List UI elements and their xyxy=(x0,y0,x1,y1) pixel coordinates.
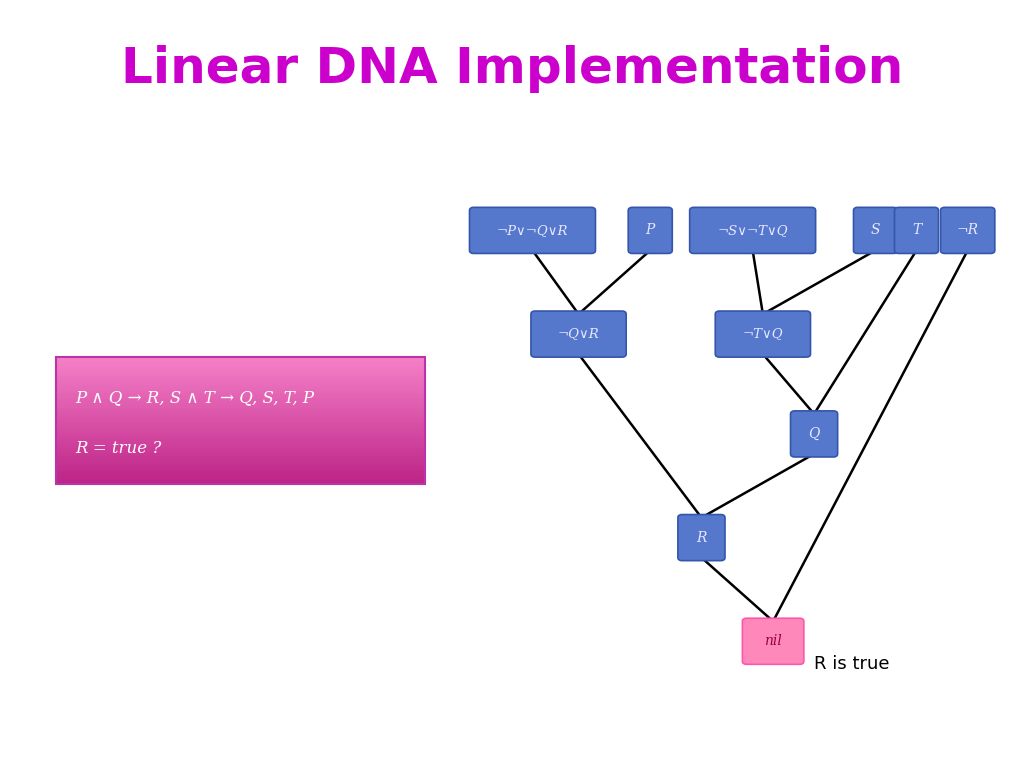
Bar xyxy=(56,396,425,397)
Bar xyxy=(56,475,425,478)
Bar xyxy=(56,382,425,385)
Bar xyxy=(56,399,425,402)
Bar xyxy=(56,361,425,363)
Bar xyxy=(56,366,425,368)
Bar xyxy=(56,479,425,482)
Bar xyxy=(56,370,425,372)
Bar xyxy=(56,387,425,389)
Text: ¬T∨Q: ¬T∨Q xyxy=(742,328,783,340)
Bar xyxy=(56,406,425,408)
Bar xyxy=(56,385,425,387)
Bar xyxy=(56,376,425,378)
Bar xyxy=(56,467,425,469)
Bar xyxy=(56,357,425,484)
FancyBboxPatch shape xyxy=(854,207,897,253)
Bar xyxy=(56,472,425,473)
Bar xyxy=(56,421,425,422)
Bar xyxy=(56,410,425,412)
Bar xyxy=(56,442,425,444)
Bar xyxy=(56,469,425,472)
Text: R = true ?: R = true ? xyxy=(75,440,161,457)
FancyBboxPatch shape xyxy=(678,515,725,561)
Text: ¬P∨¬Q∨R: ¬P∨¬Q∨R xyxy=(497,224,568,237)
Bar xyxy=(56,445,425,448)
FancyBboxPatch shape xyxy=(791,411,838,457)
Text: nil: nil xyxy=(764,634,782,648)
Bar xyxy=(56,461,425,462)
Bar xyxy=(56,433,425,435)
Bar xyxy=(56,412,425,414)
Bar xyxy=(56,429,425,431)
Bar xyxy=(56,482,425,484)
Bar xyxy=(56,427,425,429)
FancyBboxPatch shape xyxy=(530,311,626,357)
Bar xyxy=(56,378,425,380)
Bar xyxy=(56,444,425,445)
Bar xyxy=(56,465,425,467)
FancyBboxPatch shape xyxy=(629,207,673,253)
Bar xyxy=(56,450,425,452)
Bar xyxy=(56,372,425,374)
Bar xyxy=(56,448,425,450)
Bar xyxy=(56,374,425,376)
Bar xyxy=(56,478,425,479)
Bar xyxy=(56,414,425,416)
Text: T: T xyxy=(911,223,922,237)
Bar xyxy=(56,473,425,475)
Text: R: R xyxy=(696,531,707,545)
Bar xyxy=(56,419,425,421)
Bar xyxy=(56,357,425,359)
Bar xyxy=(56,404,425,406)
Bar xyxy=(56,431,425,433)
Bar xyxy=(56,368,425,369)
Bar xyxy=(56,435,425,438)
Text: Q: Q xyxy=(808,427,820,441)
Bar xyxy=(56,363,425,366)
Text: ¬Q∨R: ¬Q∨R xyxy=(558,328,599,340)
Bar xyxy=(56,456,425,458)
Text: P: P xyxy=(645,223,655,237)
Bar xyxy=(56,439,425,442)
Bar xyxy=(56,452,425,455)
Bar xyxy=(56,455,425,456)
Bar xyxy=(56,408,425,410)
Bar xyxy=(56,422,425,425)
FancyBboxPatch shape xyxy=(690,207,815,253)
Bar xyxy=(56,359,425,361)
Bar xyxy=(56,458,425,461)
FancyBboxPatch shape xyxy=(895,207,939,253)
Text: ¬S∨¬T∨Q: ¬S∨¬T∨Q xyxy=(718,224,787,237)
Bar xyxy=(56,462,425,465)
FancyBboxPatch shape xyxy=(742,618,804,664)
Bar xyxy=(56,425,425,427)
Bar xyxy=(56,393,425,395)
Text: Linear DNA Implementation: Linear DNA Implementation xyxy=(121,45,903,93)
Text: ¬R: ¬R xyxy=(956,223,979,237)
Bar xyxy=(56,402,425,404)
FancyBboxPatch shape xyxy=(715,311,811,357)
FancyBboxPatch shape xyxy=(469,207,596,253)
Text: S: S xyxy=(870,223,881,237)
Bar xyxy=(56,438,425,439)
Bar xyxy=(56,391,425,393)
Text: R is true: R is true xyxy=(814,655,890,674)
Bar xyxy=(56,380,425,382)
Bar xyxy=(56,389,425,391)
Bar xyxy=(56,416,425,419)
Bar xyxy=(56,397,425,399)
Text: P ∧ Q → R, S ∧ T → Q, S, T, P: P ∧ Q → R, S ∧ T → Q, S, T, P xyxy=(75,389,313,406)
FancyBboxPatch shape xyxy=(940,207,995,253)
